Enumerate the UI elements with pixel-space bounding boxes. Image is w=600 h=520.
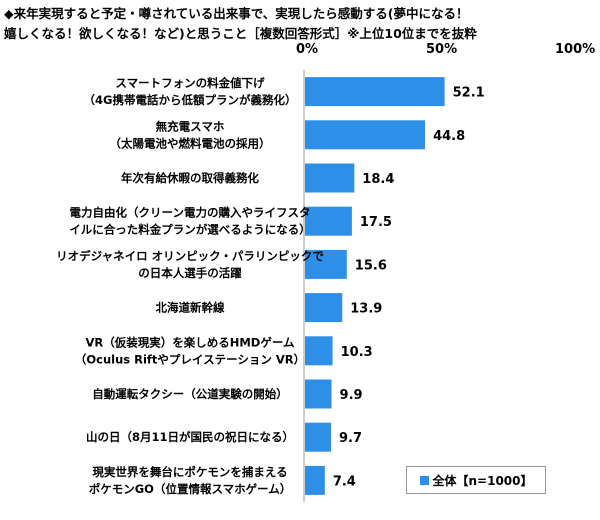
category-label-10-line-2: ポケモンGO（位置情報スマホゲーム） bbox=[89, 482, 292, 496]
legend-label: 全体【n=1000】 bbox=[432, 473, 533, 488]
value-label-1: 52.1 bbox=[453, 86, 485, 101]
chart-title: ◆来年実現すると予定・噂されている出来事で、実現したら感動する(夢中になる！ 嬉… bbox=[4, 4, 596, 44]
bar-9 bbox=[305, 422, 331, 452]
chart-title-line-1: ◆来年実現すると予定・噂されている出来事で、実現したら感動する(夢中になる！ bbox=[4, 6, 469, 21]
bar-10 bbox=[305, 465, 325, 495]
category-label-5-line-1: リオデジャネイロ オリンピック・パラリンピックで bbox=[56, 249, 324, 263]
value-label-8: 9.9 bbox=[340, 388, 363, 403]
category-label-10-line-1: 現実世界を舞台にポケモンを捕まえる bbox=[92, 465, 287, 479]
legend-swatch bbox=[419, 475, 429, 485]
category-label-4-line-2: イルに合った料金プランが選べるようになる） bbox=[69, 223, 311, 237]
bar-8 bbox=[305, 379, 332, 409]
bar-5 bbox=[305, 249, 347, 279]
legend: 全体【n=1000】 bbox=[406, 466, 546, 494]
bar-1 bbox=[305, 77, 445, 107]
value-label-4: 17.5 bbox=[360, 215, 392, 230]
value-label-3: 18.4 bbox=[362, 172, 394, 187]
category-label-6-line-1: 北海道新幹線 bbox=[156, 301, 225, 315]
category-label-2-line-1: 無充電スマホ bbox=[156, 119, 225, 133]
axis-label-100: 100% bbox=[555, 42, 596, 57]
category-label-1-line-1: スマートフォンの料金値下げ bbox=[115, 76, 265, 90]
category-label-8-line-1: 自動運転タクシー（公道実験の開始） bbox=[92, 387, 288, 401]
value-label-6: 13.9 bbox=[350, 302, 382, 317]
axis-label-50: 50% bbox=[426, 42, 458, 57]
axis-label-0: 0% bbox=[296, 42, 319, 57]
category-label-5-line-2: の日本人選手の活躍 bbox=[138, 266, 242, 280]
category-label-7-line-1: VR（仮装現実）を楽しめるHMDゲーム bbox=[85, 335, 295, 349]
category-label-7-line-2: （Oculus Riftやプレイステーション VR） bbox=[75, 352, 305, 366]
chart-title-line-2: 嬉しくなる！欲しくなる！など)と思うこと［複数回答形式］※上位10位までを抜粋 bbox=[4, 26, 477, 41]
category-label-4-line-1: 電力自由化（クリーン電力の購入やライフスタ bbox=[70, 206, 311, 220]
bar-2 bbox=[305, 120, 426, 150]
bar-6 bbox=[305, 293, 343, 323]
category-label-2-line-2: （太陽電池や燃料電池の採用） bbox=[110, 136, 271, 150]
bar-7 bbox=[305, 336, 333, 366]
category-label-9-line-1: 山の日（8月11日が国民の祝日になる） bbox=[86, 430, 294, 444]
value-label-10: 7.4 bbox=[333, 474, 356, 489]
category-label-3-line-1: 年次有給休暇の取得義務化 bbox=[121, 171, 259, 185]
bar-4 bbox=[305, 206, 352, 236]
value-label-5: 15.6 bbox=[355, 258, 387, 273]
value-label-7: 10.3 bbox=[341, 345, 373, 360]
value-label-2: 44.8 bbox=[433, 129, 465, 144]
bar-3 bbox=[305, 163, 355, 193]
category-label-1-line-2: （4G携帯電話から低額プランが義務化） bbox=[84, 93, 297, 107]
value-label-9: 9.7 bbox=[339, 431, 362, 446]
